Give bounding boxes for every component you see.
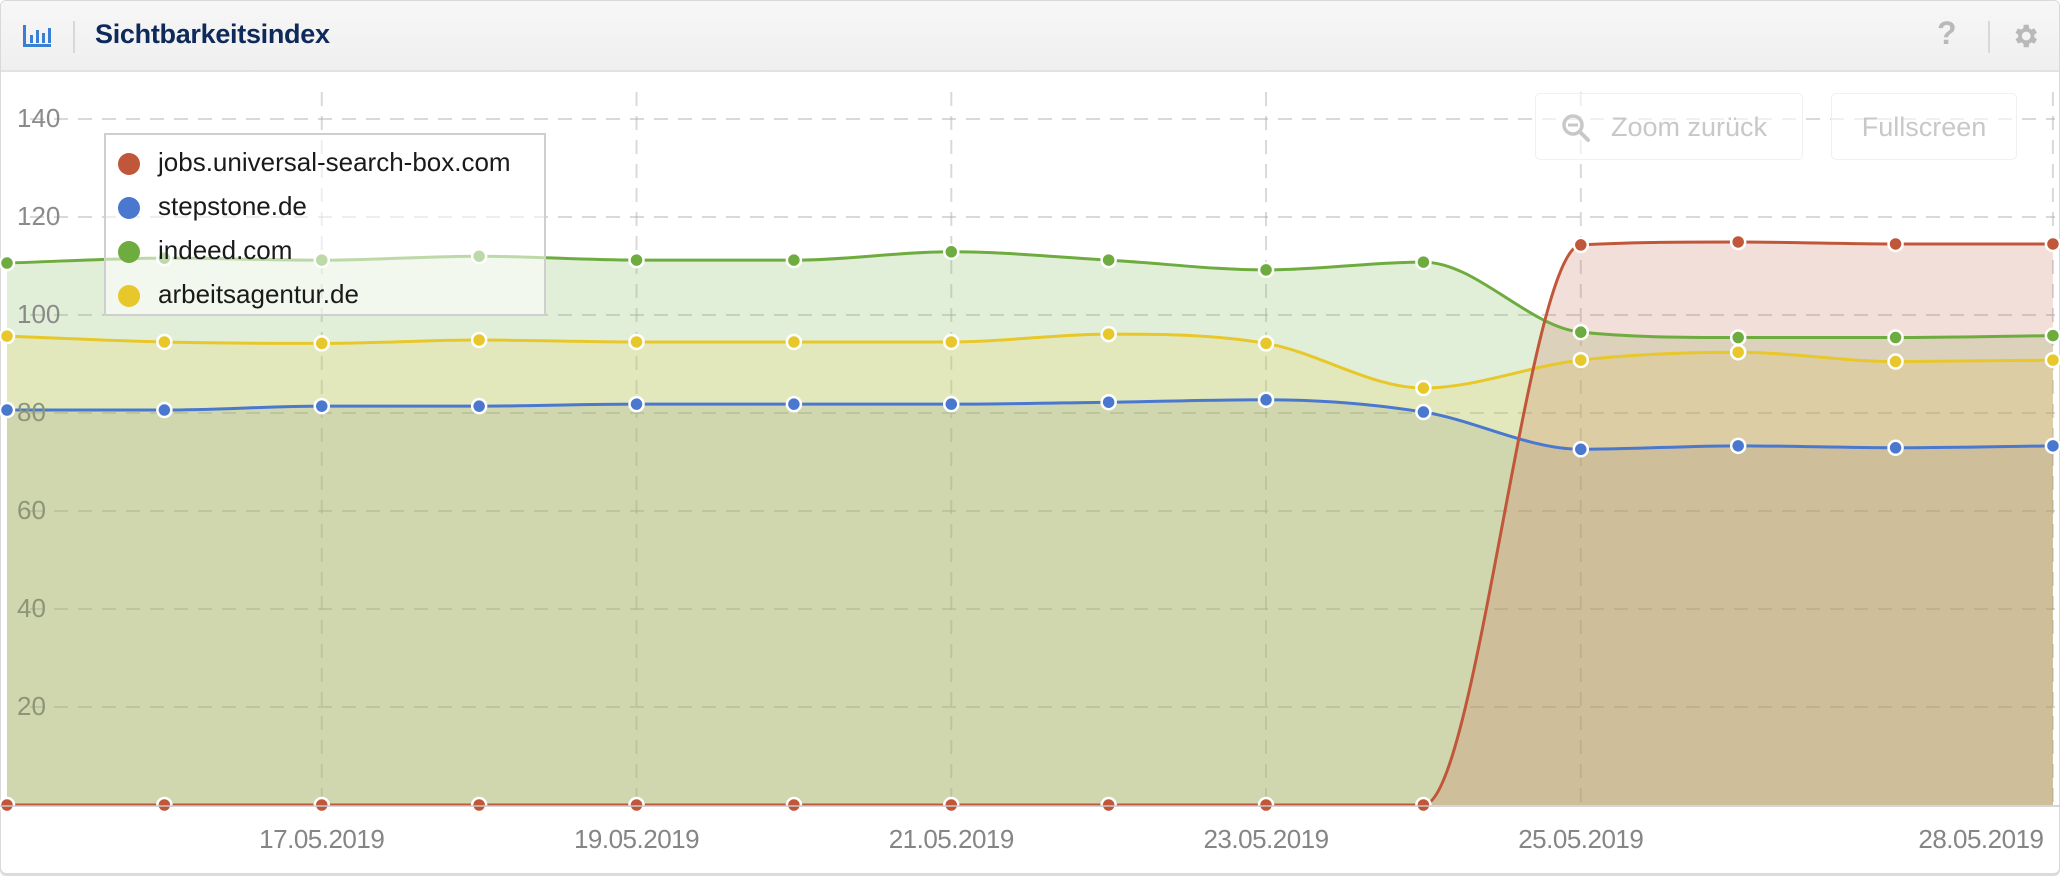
zoom-out-icon bbox=[1562, 114, 1590, 142]
legend-dot-icon bbox=[118, 197, 140, 219]
data-point[interactable] bbox=[313, 796, 331, 814]
chart-legend: jobs.universal-search-box.com stepstone.d… bbox=[104, 133, 546, 316]
legend-label: stepstone.de bbox=[158, 191, 307, 221]
data-point[interactable] bbox=[156, 401, 173, 419]
area-arbeitsagentur.de bbox=[7, 334, 2053, 805]
x-tick-label: 25.05.2019 bbox=[1518, 824, 1644, 854]
data-point[interactable] bbox=[785, 251, 803, 269]
legend-label: arbeitsagentur.de bbox=[158, 279, 359, 309]
data-point[interactable] bbox=[2044, 235, 2060, 253]
data-point[interactable] bbox=[1729, 343, 1747, 361]
data-point[interactable] bbox=[943, 333, 960, 351]
data-point[interactable] bbox=[156, 333, 173, 351]
x-tick-label: 21.05.2019 bbox=[888, 824, 1015, 854]
x-tick-label: 23.05.2019 bbox=[1203, 824, 1329, 854]
help-icon[interactable]: ? bbox=[1937, 15, 1957, 51]
data-point[interactable] bbox=[628, 796, 645, 814]
data-point[interactable] bbox=[628, 333, 645, 351]
y-tick-label: 80 bbox=[17, 397, 46, 427]
data-point[interactable] bbox=[1100, 325, 1117, 343]
data-point[interactable] bbox=[1257, 335, 1275, 352]
data-point[interactable] bbox=[1572, 441, 1590, 458]
data-point[interactable] bbox=[943, 395, 960, 413]
y-tick-label: 40 bbox=[17, 593, 46, 623]
data-point[interactable] bbox=[1100, 251, 1117, 269]
y-tick-label: 100 bbox=[17, 299, 61, 329]
bar-chart-icon bbox=[23, 25, 51, 47]
data-point[interactable] bbox=[1729, 233, 1747, 251]
area-indeed.com bbox=[7, 251, 2053, 806]
data-point[interactable] bbox=[628, 251, 645, 269]
data-point[interactable] bbox=[1887, 439, 1904, 457]
data-point[interactable] bbox=[1100, 393, 1117, 411]
area-stepstone.de bbox=[7, 399, 2053, 805]
series-jobs.universal-search-box.com[interactable] bbox=[0, 233, 2060, 814]
data-point[interactable] bbox=[2044, 351, 2060, 369]
data-point[interactable] bbox=[1257, 796, 1275, 814]
data-point[interactable] bbox=[1572, 323, 1590, 341]
zoom-back-button[interactable]: Zoom zurück bbox=[1535, 93, 1803, 160]
area-jobs.universal-search-box.com bbox=[7, 241, 2053, 806]
data-point[interactable] bbox=[1887, 353, 1904, 370]
data-point[interactable] bbox=[1887, 235, 1904, 253]
legend-dot-icon bbox=[118, 241, 140, 263]
data-point[interactable] bbox=[2044, 437, 2060, 455]
data-point[interactable] bbox=[0, 254, 16, 272]
data-point[interactable] bbox=[628, 395, 645, 413]
legend-label: jobs.universal-search-box.com bbox=[158, 147, 511, 177]
data-point[interactable] bbox=[0, 796, 16, 814]
data-point[interactable] bbox=[156, 796, 173, 814]
legend-dot-icon bbox=[118, 285, 140, 307]
data-point[interactable] bbox=[313, 397, 331, 415]
data-point[interactable] bbox=[2044, 327, 2060, 344]
data-point[interactable] bbox=[1729, 329, 1747, 346]
data-point[interactable] bbox=[0, 401, 16, 419]
data-point[interactable] bbox=[1100, 796, 1117, 814]
card-header: Sichtbarkeitsindex ? bbox=[1, 1, 2059, 72]
data-point[interactable] bbox=[1415, 403, 1432, 421]
data-point[interactable] bbox=[785, 796, 803, 814]
zoom-back-label: Zoom zurück bbox=[1611, 112, 1768, 142]
data-point[interactable] bbox=[785, 395, 803, 413]
data-point[interactable] bbox=[1415, 379, 1432, 397]
y-tick-label: 20 bbox=[17, 691, 46, 721]
data-point[interactable] bbox=[1415, 796, 1432, 814]
data-point[interactable] bbox=[470, 331, 488, 349]
y-tick-label: 120 bbox=[17, 201, 61, 231]
data-point[interactable] bbox=[1729, 437, 1747, 455]
data-point[interactable] bbox=[785, 333, 803, 351]
header-divider bbox=[73, 21, 75, 53]
series-arbeitsagentur.de[interactable] bbox=[0, 325, 2060, 397]
data-point[interactable] bbox=[1572, 236, 1590, 254]
fullscreen-button[interactable]: Fullscreen bbox=[1831, 93, 2017, 160]
page-title: Sichtbarkeitsindex bbox=[95, 19, 330, 49]
data-point[interactable] bbox=[470, 796, 488, 814]
gear-icon[interactable] bbox=[2010, 21, 2040, 51]
data-point[interactable] bbox=[1257, 261, 1275, 279]
legend-label: indeed.com bbox=[158, 235, 293, 265]
data-point[interactable] bbox=[470, 397, 488, 415]
x-tick-label: 17.05.2019 bbox=[259, 824, 385, 854]
x-tick-label: 28.05.2019 bbox=[1918, 824, 2044, 854]
data-point[interactable] bbox=[1415, 253, 1432, 271]
data-point[interactable] bbox=[313, 335, 331, 352]
data-point[interactable] bbox=[1887, 329, 1904, 346]
header-divider bbox=[1988, 21, 1990, 53]
legend-dot-icon bbox=[118, 153, 140, 175]
data-point[interactable] bbox=[0, 327, 16, 345]
data-point[interactable] bbox=[1572, 351, 1590, 369]
data-point[interactable] bbox=[943, 796, 960, 814]
y-tick-label: 60 bbox=[17, 495, 46, 525]
series-stepstone.de[interactable] bbox=[0, 391, 2060, 458]
x-tick-label: 19.05.2019 bbox=[573, 824, 700, 854]
y-tick-label: 140 bbox=[17, 103, 61, 133]
data-point[interactable] bbox=[1257, 391, 1275, 409]
data-point[interactable] bbox=[943, 243, 960, 261]
